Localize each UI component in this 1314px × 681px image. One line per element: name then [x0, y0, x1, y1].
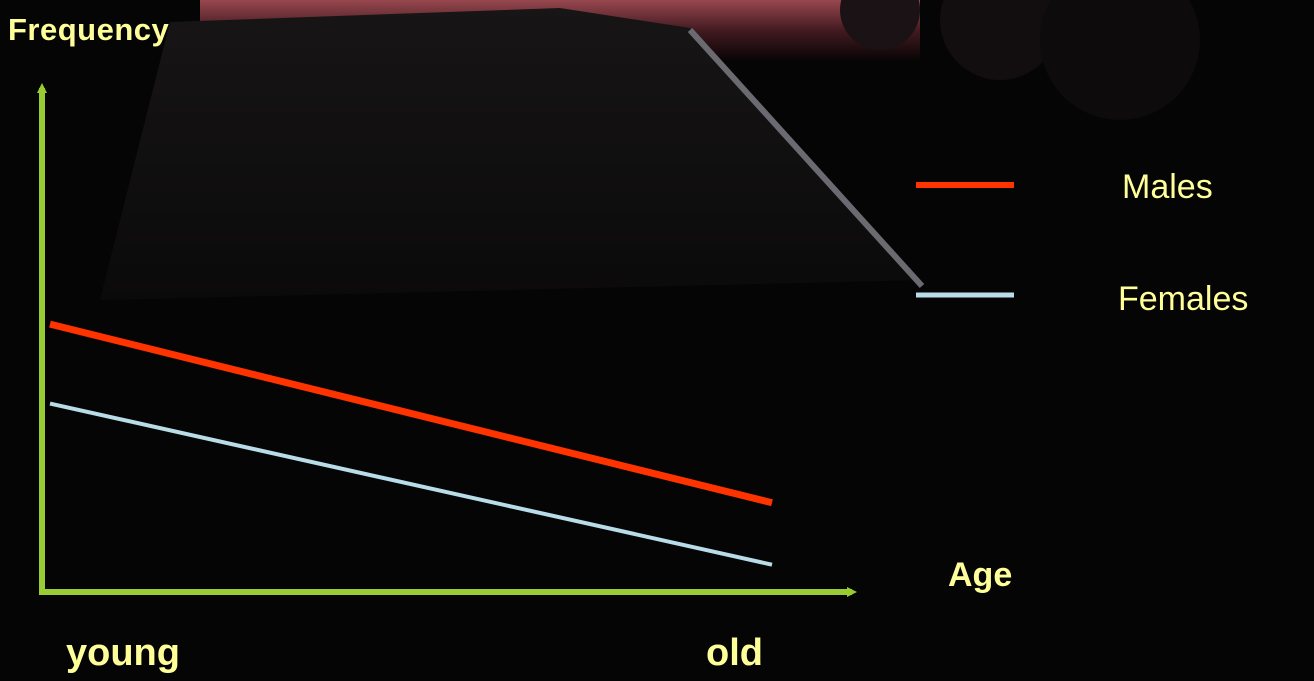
legend-label-females: Females — [1118, 280, 1249, 318]
series-line-females — [49, 401, 773, 567]
x-tick-label-young: young — [66, 632, 180, 674]
y-axis-label: Frequency — [8, 12, 170, 47]
legend-label-males: Males — [1122, 168, 1213, 206]
x-tick-label-old: old — [706, 632, 763, 674]
series-line-males — [49, 320, 773, 507]
x-axis-label: Age — [948, 556, 1013, 594]
